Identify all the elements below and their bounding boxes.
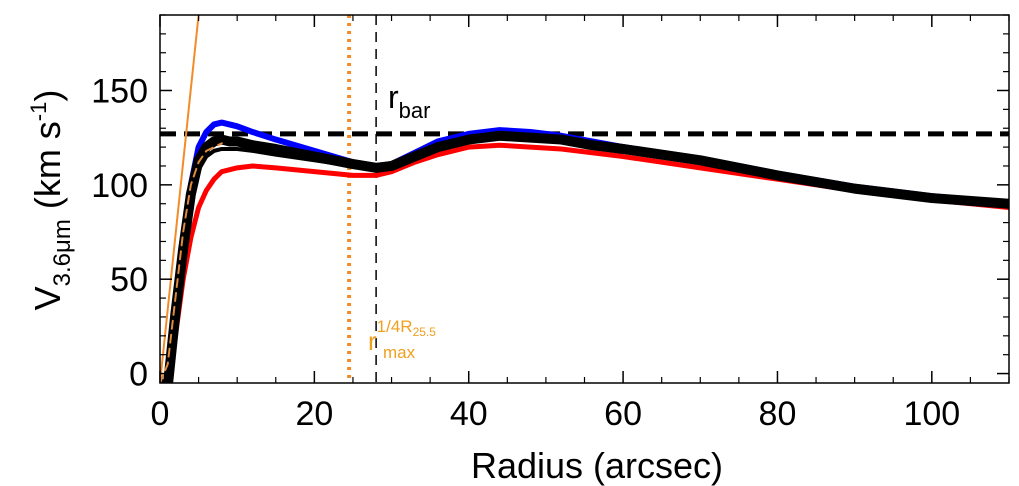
y-axis-title-sub: 3.6μm <box>49 219 76 286</box>
rbar-annotation: rbar <box>388 79 430 123</box>
rmax-annotation-sup: 1/4R <box>377 317 413 336</box>
model-line <box>160 15 200 383</box>
x-tick-label: 60 <box>604 395 642 433</box>
x-axis-title: Radius (arcsec) <box>471 445 723 486</box>
y-tick-label: 50 <box>110 261 148 299</box>
plot-area <box>160 15 1009 383</box>
rmax-annotation-base: r <box>368 326 377 356</box>
y-axis-title-unit: (km s <box>27 121 68 219</box>
rmax-annotation-subscript: max <box>383 343 416 362</box>
series-line-blue-curve <box>160 119 1009 383</box>
series-line-red-curve <box>160 142 1009 383</box>
x-tick-label: 0 <box>151 395 170 433</box>
y-tick-label: 150 <box>91 72 148 110</box>
y-axis-title-main: V <box>27 286 68 310</box>
rmax-annotation-sup-sub: 25.5 <box>413 325 437 339</box>
y-axis-title-unit-close: ) <box>27 90 68 102</box>
plot-frame <box>159 14 1010 384</box>
series-line-black-curve <box>160 130 1009 383</box>
x-axis: 0 20 40 60 80 100 <box>151 15 1010 433</box>
y-axis-title-unit-sup: -1 <box>26 102 51 122</box>
rbar-annotation-sub: bar <box>399 98 431 123</box>
y-axis-title: V3.6μm (km s-1) <box>26 90 76 311</box>
rmax-annotation: r1/4R25.5 <box>368 317 436 356</box>
series-line-orange-curve <box>160 142 223 383</box>
rbar-annotation-base: r <box>388 79 399 115</box>
x-tick-label: 40 <box>450 395 488 433</box>
x-tick-label: 80 <box>759 395 797 433</box>
series-line-black-inner-curve <box>160 146 379 383</box>
x-tick-label: 20 <box>295 395 333 433</box>
y-tick-label: 100 <box>91 167 148 205</box>
y-axis: 0 50 100 150 <box>91 14 1009 394</box>
y-tick-label: 0 <box>129 356 148 394</box>
x-tick-label: 100 <box>903 395 960 433</box>
